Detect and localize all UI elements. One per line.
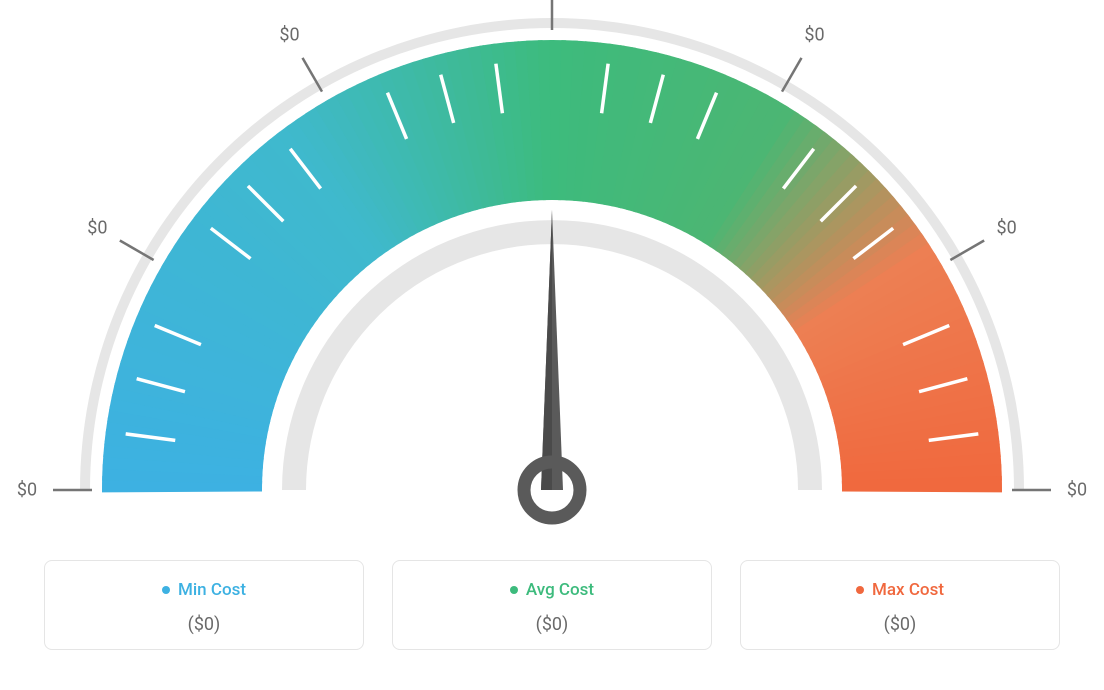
gauge-chart: $0$0$0$0$0$0$0 (0, 0, 1104, 540)
legend-dot-max (856, 586, 864, 594)
legend-value-avg: ($0) (403, 614, 701, 635)
legend-label-min: Min Cost (178, 580, 246, 600)
gauge-tick-label: $0 (997, 217, 1017, 238)
legend-title-max: Max Cost (856, 580, 944, 600)
legend-card-max: Max Cost ($0) (740, 560, 1060, 650)
gauge-tick-label: $0 (87, 217, 107, 238)
gauge-tick-label: $0 (804, 25, 824, 46)
legend-value-min: ($0) (55, 614, 353, 635)
legend-dot-avg (510, 586, 518, 594)
legend-label-max: Max Cost (872, 580, 944, 600)
gauge-tick-label: $0 (1067, 480, 1087, 501)
legend-title-min: Min Cost (162, 580, 246, 600)
legend-card-avg: Avg Cost ($0) (392, 560, 712, 650)
legend-dot-min (162, 586, 170, 594)
legend-title-avg: Avg Cost (510, 580, 594, 600)
legend-row: Min Cost ($0) Avg Cost ($0) Max Cost ($0… (0, 540, 1104, 650)
gauge-svg (0, 0, 1104, 540)
legend-value-max: ($0) (751, 614, 1049, 635)
gauge-tick-label: $0 (279, 25, 299, 46)
gauge-tick-label: $0 (17, 480, 37, 501)
legend-label-avg: Avg Cost (526, 580, 594, 600)
legend-card-min: Min Cost ($0) (44, 560, 364, 650)
